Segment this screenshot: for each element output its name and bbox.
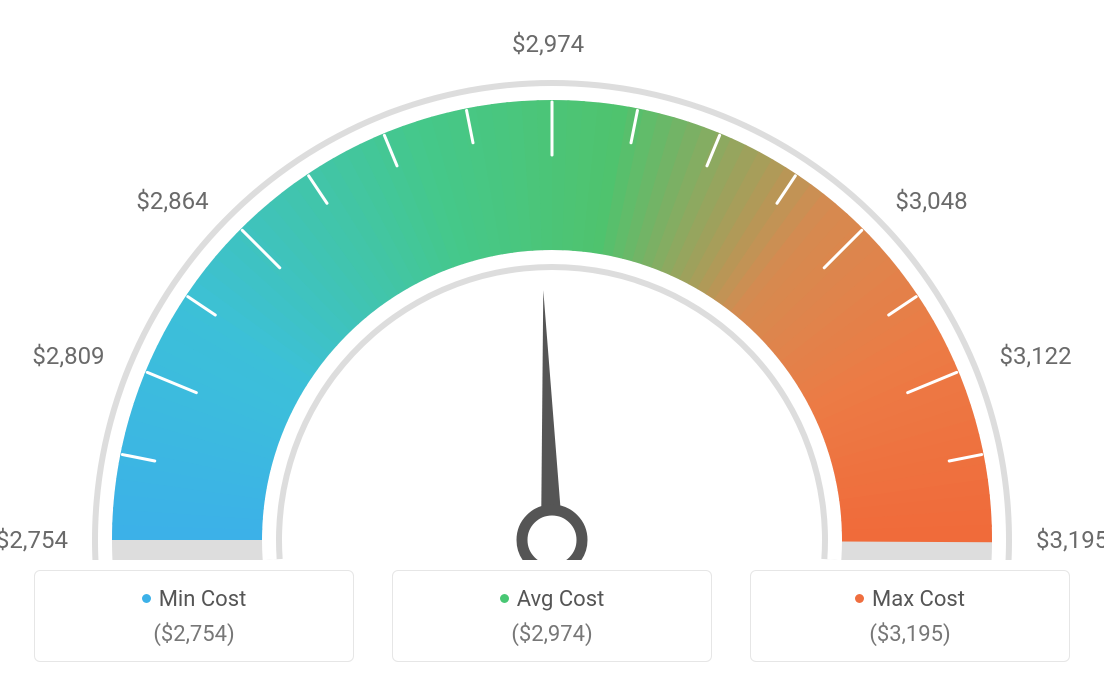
dot-icon bbox=[855, 594, 864, 603]
gauge-tick-label: $2,864 bbox=[136, 187, 208, 215]
gauge-tick-label: $2,974 bbox=[512, 30, 584, 58]
gauge-tick-label: $3,048 bbox=[895, 187, 967, 215]
legend-value-min: ($2,754) bbox=[45, 622, 343, 647]
gauge-svg bbox=[22, 20, 1082, 560]
legend-card-avg: Avg Cost ($2,974) bbox=[392, 570, 712, 662]
legend-title-avg: Avg Cost bbox=[403, 587, 701, 612]
legend-title-min: Min Cost bbox=[45, 587, 343, 612]
legend-title-max: Max Cost bbox=[761, 587, 1059, 612]
legend-card-min: Min Cost ($2,754) bbox=[34, 570, 354, 662]
gauge-tick-label: $3,122 bbox=[999, 342, 1071, 370]
gauge-tick-label: $2,754 bbox=[0, 526, 68, 554]
legend-value-avg: ($2,974) bbox=[403, 622, 701, 647]
legend-card-max: Max Cost ($3,195) bbox=[750, 570, 1070, 662]
gauge-tick-label: $2,809 bbox=[32, 342, 104, 370]
dot-icon bbox=[142, 594, 151, 603]
legend-title-text: Max Cost bbox=[872, 587, 965, 612]
legend-row: Min Cost ($2,754) Avg Cost ($2,974) Max … bbox=[20, 570, 1084, 662]
gauge-chart: $2,754$2,809$2,864$2,974$3,048$3,122$3,1… bbox=[22, 20, 1082, 560]
dot-icon bbox=[500, 594, 509, 603]
legend-title-text: Min Cost bbox=[159, 587, 247, 612]
gauge-tick-label: $3,195 bbox=[1036, 526, 1104, 554]
legend-title-text: Avg Cost bbox=[517, 587, 605, 612]
legend-value-max: ($3,195) bbox=[761, 622, 1059, 647]
